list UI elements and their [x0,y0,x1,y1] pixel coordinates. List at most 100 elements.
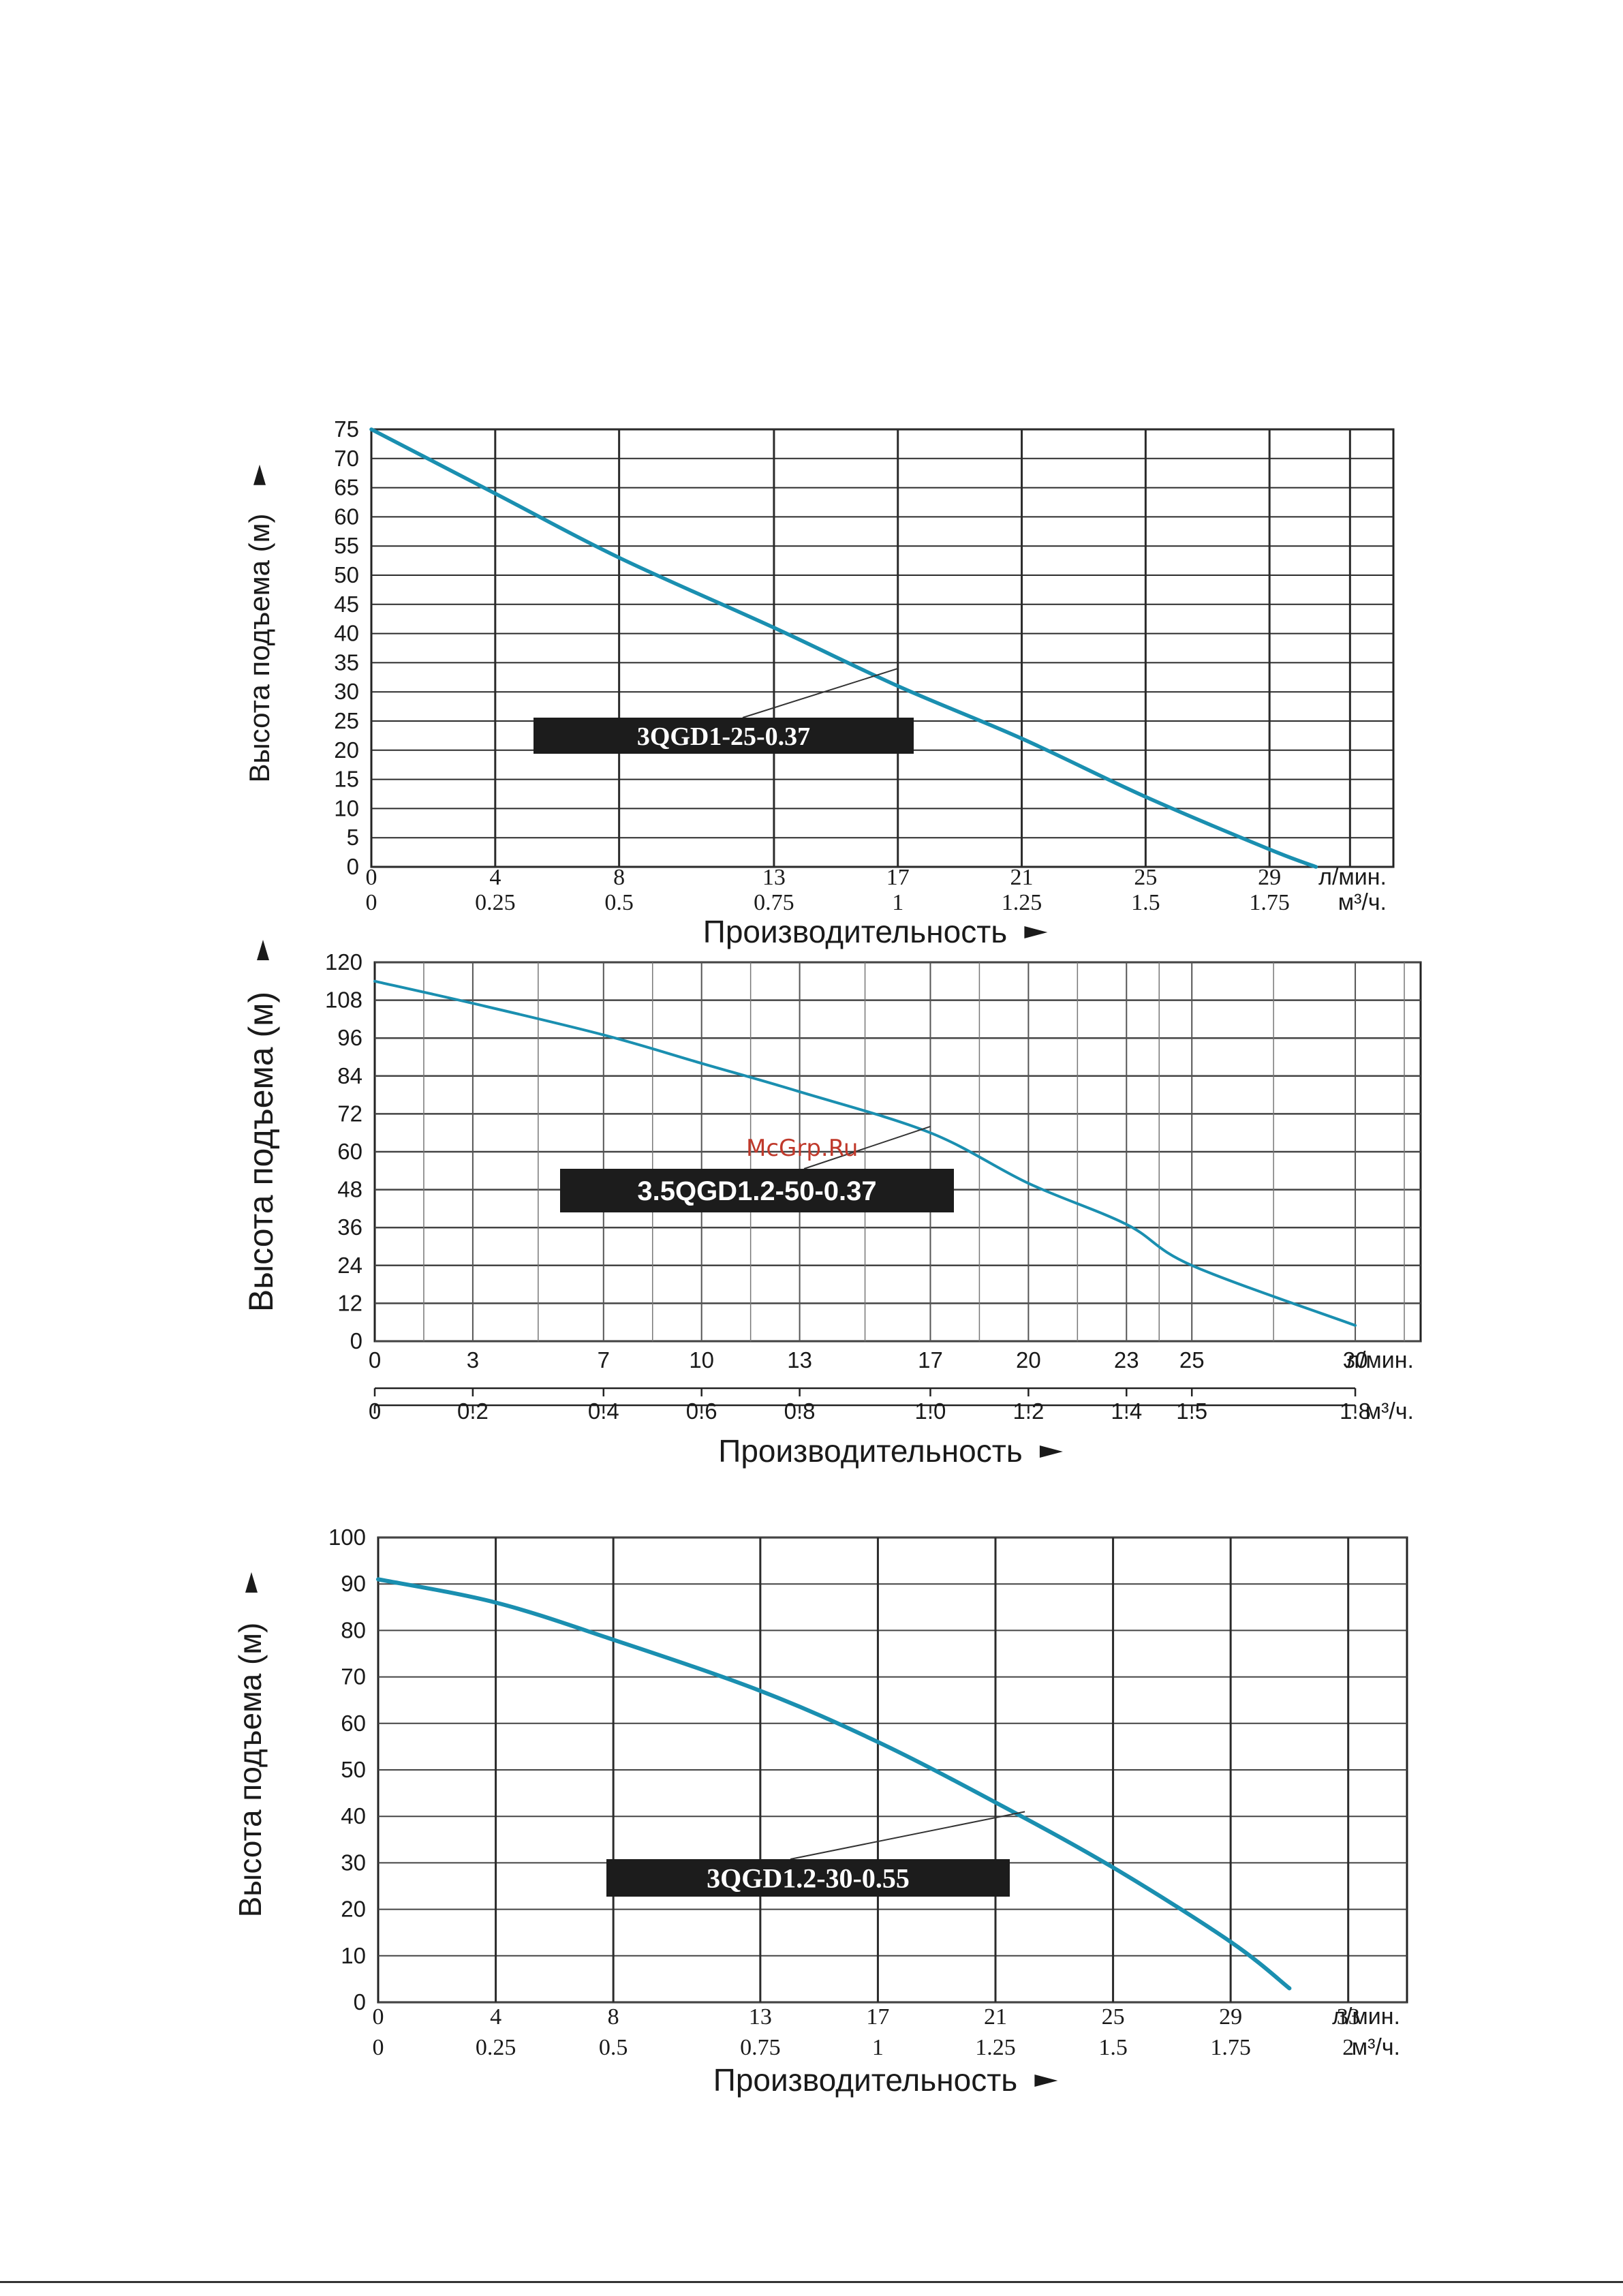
y-tick-label: 50 [334,562,359,587]
pump-curve-line [376,1577,1292,1991]
y-tick-label: 108 [325,988,362,1013]
x-tick-label-lpm: 4 [489,865,501,890]
x-tick-label-lpm: 25 [1179,1347,1205,1373]
x-tick-label-lpm: 17 [886,865,910,890]
y-tick-label: 60 [334,504,359,529]
x-tick-label-m3h: 0.4 [588,1398,619,1424]
y-tick-label: 100 [328,1525,366,1550]
label-leader-line [790,1811,1025,1860]
x-tick-label-m3h: 1.5 [1176,1398,1207,1424]
y-tick-label: 70 [341,1664,366,1689]
x-tick-label-lpm: 7 [598,1347,610,1373]
x-tick-label-m3h: 1.4 [1111,1398,1142,1424]
x-axis-arrow-icon [1034,2075,1058,2087]
model-label-text: 3.5QGD1.2-50-0.37 [637,1176,876,1206]
x-tick-label-m3h: 1.75 [1249,890,1290,915]
y-tick-label: 80 [341,1617,366,1642]
y-tick-label: 65 [334,475,359,500]
y-tick-label: 45 [334,592,359,617]
model-label-text: 3QGD1-25-0.37 [637,722,810,751]
x-tick-label-lpm: 21 [1010,865,1034,890]
y-tick-label: 40 [334,621,359,646]
y-tick-label: 15 [334,767,359,792]
x-tick-label-m3h: 0.8 [784,1398,816,1424]
y-tick-label: 0 [350,1328,362,1353]
x-axis-arrow-icon [1039,1445,1063,1458]
y-tick-label: 0 [347,854,359,879]
x-tick-label-m3h: 1.5 [1098,2035,1128,2060]
x-tick-label-lpm: 25 [1134,865,1157,890]
x-tick-label-lpm: 3 [467,1347,479,1373]
x-tick-label-m3h: 1.2 [1013,1398,1044,1424]
x-tick-label-m3h: 0.75 [740,2035,781,2060]
x-unit-m3h: м³/ч. [1338,889,1387,915]
x-tick-label-lpm: 0 [366,865,377,890]
x-tick-label-lpm: 25 [1102,2004,1125,2030]
x-tick-label-lpm: 20 [1016,1347,1041,1373]
x-tick-label-lpm: 17 [918,1347,943,1373]
y-axis-title: Высота подъема (м) [243,513,275,782]
x-unit-lpm: л/мин. [1332,2004,1400,2030]
chart-3-5qgd1-2-50-037: 012243648607284961081200030.270.4100.613… [242,940,1422,1469]
y-tick-label: 30 [341,1850,366,1875]
y-tick-label: 5 [347,825,359,850]
x-tick-label-lpm: 23 [1114,1347,1139,1373]
x-unit-lpm: л/мин. [1346,1347,1414,1373]
x-tick-label-m3h: 1.5 [1131,890,1160,915]
watermark-text: McGrp.Ru [746,1135,858,1162]
y-axis-arrow-icon [257,940,269,960]
x-tick-label-m3h: 0.2 [457,1398,489,1424]
y-axis-title: Высота подъема (м) [232,1623,268,1918]
y-tick-label: 36 [337,1214,362,1240]
x-axis-title: Производительность [718,1433,1022,1469]
label-leader-line [742,668,899,718]
y-axis-title: Высота подъема (м) [242,992,280,1312]
x-unit-lpm: л/мин. [1318,864,1387,890]
x-tick-label-m3h: 0.25 [476,2035,516,2060]
chart-3qgd1-25-037: 0510152025303540455055606570750040.2580.… [243,416,1395,949]
model-label-text: 3QGD1.2-30-0.55 [707,1863,910,1894]
x-tick-label-m3h: 0 [373,2035,384,2060]
x-tick-label-m3h: 2 [1342,2035,1354,2060]
x-tick-label-lpm: 21 [984,2004,1007,2030]
y-tick-label: 120 [325,949,362,975]
x-unit-m3h: м³/ч. [1365,1398,1414,1424]
pump-curve-line [373,979,1357,1327]
y-tick-label: 25 [334,708,359,733]
y-tick-label: 20 [341,1897,366,1922]
x-tick-label-m3h: 0.6 [686,1398,717,1424]
x-tick-label-m3h: 1.0 [915,1398,946,1424]
footer-divider [0,2281,1623,2283]
x-unit-m3h: м³/ч. [1352,2034,1400,2060]
y-tick-label: 50 [341,1757,366,1782]
y-tick-label: 35 [334,649,359,675]
x-tick-label-lpm: 29 [1219,2004,1242,2030]
x-tick-label-lpm: 29 [1258,865,1281,890]
model-label-box [534,718,914,754]
y-tick-label: 40 [341,1803,366,1828]
x-tick-label-lpm: 0 [373,2004,384,2030]
x-tick-label-m3h: 0 [369,1398,381,1424]
y-tick-label: 48 [337,1177,362,1202]
x-tick-label-m3h: 0.5 [599,2035,628,2060]
y-tick-label: 60 [337,1139,362,1164]
y-tick-label: 70 [334,446,359,471]
x-axis-title: Производительность [713,2062,1017,2098]
model-label-box [606,1859,1010,1897]
plot-frame [370,428,1395,868]
y-tick-label: 10 [334,795,359,821]
x-axis-arrow-icon [1024,926,1048,938]
y-tick-label: 55 [334,533,359,558]
y-tick-label: 10 [341,1943,366,1968]
y-tick-label: 84 [337,1063,362,1088]
x-tick-label-lpm: 0 [369,1347,381,1373]
y-tick-label: 12 [337,1290,362,1315]
x-tick-label-lpm: 13 [762,865,786,890]
x-tick-label-lpm: 4 [490,2004,501,2030]
y-tick-label: 0 [354,1989,366,2015]
x-tick-label-lpm: 8 [608,2004,619,2030]
x-tick-label-lpm: 17 [866,2004,889,2030]
x-tick-label-m3h: 0.25 [475,890,516,915]
y-tick-label: 30 [334,679,359,704]
